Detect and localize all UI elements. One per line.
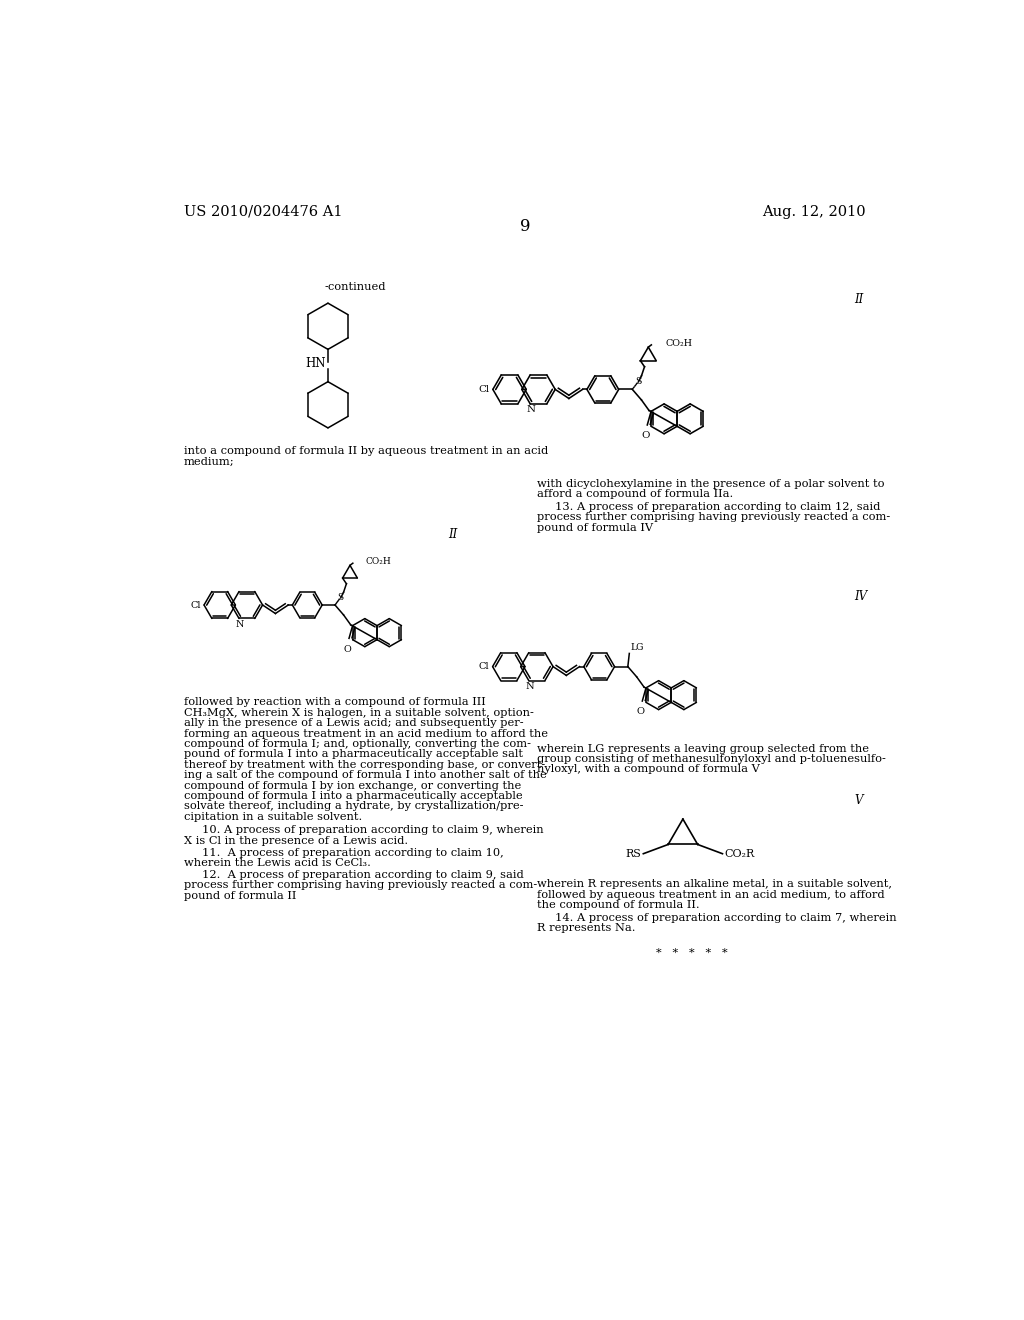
Text: HN: HN: [305, 358, 326, 371]
Text: 9: 9: [519, 218, 530, 235]
Text: wherein the Lewis acid is CeCl₃.: wherein the Lewis acid is CeCl₃.: [183, 858, 371, 869]
Text: V: V: [854, 795, 862, 808]
Text: compound of formula I; and, optionally, converting the com-: compound of formula I; and, optionally, …: [183, 739, 530, 748]
Text: pound of formula IV: pound of formula IV: [538, 523, 653, 532]
Text: O: O: [637, 708, 645, 717]
Text: wherein LG represents a leaving group selected from the: wherein LG represents a leaving group se…: [538, 743, 869, 754]
Text: 12.  A process of preparation according to claim 9, said: 12. A process of preparation according t…: [183, 870, 523, 880]
Text: forming an aqueous treatment in an acid medium to afford the: forming an aqueous treatment in an acid …: [183, 729, 548, 739]
Text: thereof by treatment with the corresponding base, or convert-: thereof by treatment with the correspond…: [183, 760, 545, 770]
Text: 14. A process of preparation according to claim 7, wherein: 14. A process of preparation according t…: [538, 912, 897, 923]
Text: cipitation in a suitable solvent.: cipitation in a suitable solvent.: [183, 812, 362, 822]
Text: nyloxyl, with a compound of formula V: nyloxyl, with a compound of formula V: [538, 764, 760, 775]
Text: with dicyclohexylamine in the presence of a polar solvent to: with dicyclohexylamine in the presence o…: [538, 479, 885, 488]
Text: the compound of formula II.: the compound of formula II.: [538, 900, 699, 909]
Text: N: N: [525, 682, 534, 692]
Text: 10. A process of preparation according to claim 9, wherein: 10. A process of preparation according t…: [183, 825, 544, 836]
Text: CO₂H: CO₂H: [366, 557, 391, 566]
Text: Cl: Cl: [479, 385, 489, 393]
Text: 13. A process of preparation according to claim 12, said: 13. A process of preparation according t…: [538, 502, 881, 512]
Text: II: II: [854, 293, 863, 306]
Text: US 2010/0204476 A1: US 2010/0204476 A1: [183, 205, 342, 219]
Text: afford a compound of formula IIa.: afford a compound of formula IIa.: [538, 490, 733, 499]
Text: II: II: [449, 528, 458, 541]
Text: 11.  A process of preparation according to claim 10,: 11. A process of preparation according t…: [183, 847, 504, 858]
Text: X is Cl in the presence of a Lewis acid.: X is Cl in the presence of a Lewis acid.: [183, 836, 408, 846]
Text: N: N: [236, 620, 244, 630]
Text: RS: RS: [625, 849, 641, 859]
Text: solvate thereof, including a hydrate, by crystallization/pre-: solvate thereof, including a hydrate, by…: [183, 801, 523, 812]
Text: ally in the presence of a Lewis acid; and subsequently per-: ally in the presence of a Lewis acid; an…: [183, 718, 523, 729]
Text: into a compound of formula II by aqueous treatment in an acid: into a compound of formula II by aqueous…: [183, 446, 548, 457]
Text: LG: LG: [631, 643, 644, 652]
Text: S: S: [338, 594, 344, 602]
Text: process further comprising having previously reacted a com-: process further comprising having previo…: [538, 512, 891, 523]
Text: compound of formula I into a pharmaceutically acceptable: compound of formula I into a pharmaceuti…: [183, 791, 522, 801]
Text: O: O: [344, 644, 351, 653]
Text: CO₂R: CO₂R: [725, 849, 755, 859]
Text: O: O: [642, 432, 650, 440]
Text: followed by aqueous treatment in an acid medium, to afford: followed by aqueous treatment in an acid…: [538, 890, 885, 899]
Text: pound of formula II: pound of formula II: [183, 891, 296, 900]
Text: ing a salt of the compound of formula I into another salt of the: ing a salt of the compound of formula I …: [183, 770, 547, 780]
Text: compound of formula I by ion exchange, or converting the: compound of formula I by ion exchange, o…: [183, 780, 521, 791]
Text: CO₂H: CO₂H: [665, 339, 692, 348]
Text: pound of formula I into a pharmaceutically acceptable salt: pound of formula I into a pharmaceutical…: [183, 750, 523, 759]
Text: CH₃MgX, wherein X is halogen, in a suitable solvent, option-: CH₃MgX, wherein X is halogen, in a suita…: [183, 708, 534, 718]
Text: *   *   *   *   *: * * * * *: [656, 948, 728, 957]
Text: followed by reaction with a compound of formula III: followed by reaction with a compound of …: [183, 697, 485, 708]
Text: N: N: [526, 405, 536, 414]
Text: group consisting of methanesulfonyloxyl and p-toluenesulfo-: group consisting of methanesulfonyloxyl …: [538, 754, 886, 764]
Text: Aug. 12, 2010: Aug. 12, 2010: [762, 205, 866, 219]
Text: R represents Na.: R represents Na.: [538, 923, 636, 933]
Text: -continued: -continued: [324, 281, 386, 292]
Text: wherein R represents an alkaline metal, in a suitable solvent,: wherein R represents an alkaline metal, …: [538, 879, 892, 890]
Text: Cl: Cl: [479, 663, 489, 671]
Text: process further comprising having previously reacted a com-: process further comprising having previo…: [183, 880, 537, 890]
Text: Cl: Cl: [190, 601, 201, 610]
Text: medium;: medium;: [183, 457, 234, 467]
Text: IV: IV: [854, 590, 867, 603]
Text: S: S: [635, 378, 642, 387]
